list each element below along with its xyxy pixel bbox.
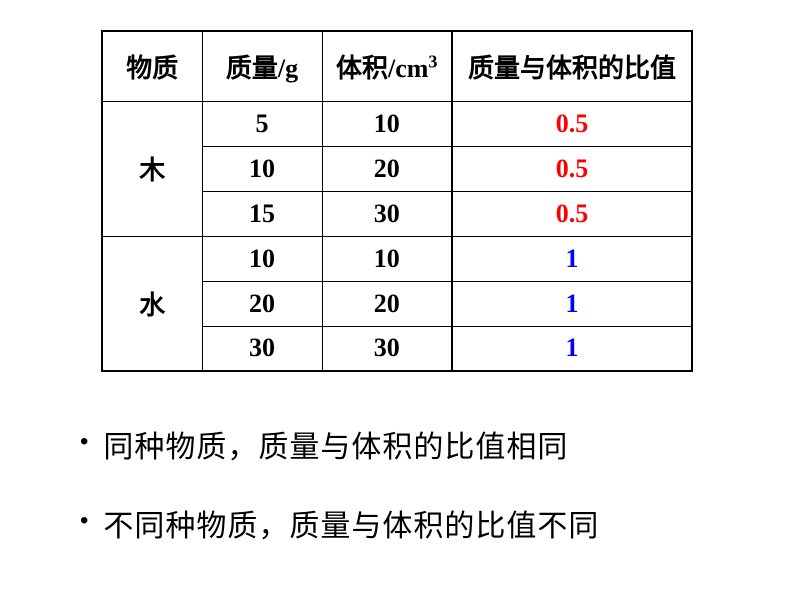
bullet-marker-icon: •: [80, 501, 88, 541]
table-header-row: 物质 质量/g 体积/cm3 质量与体积的比值: [102, 31, 692, 101]
header-mass: 质量/g: [202, 31, 322, 101]
cell-volume: 30: [322, 191, 452, 236]
cell-volume: 10: [322, 236, 452, 281]
cell-mass: 5: [202, 101, 322, 146]
material-water: 水: [102, 236, 202, 371]
cell-ratio: 0.5: [452, 191, 692, 236]
cell-volume: 10: [322, 101, 452, 146]
cell-mass: 15: [202, 191, 322, 236]
cell-ratio: 0.5: [452, 101, 692, 146]
cell-ratio: 1: [452, 281, 692, 326]
table-row: 木 5 10 0.5: [102, 101, 692, 146]
bullet-text: 不同种物质，质量与体积的比值不同: [103, 501, 599, 545]
bullet-item: • 同种物质，质量与体积的比值相同: [80, 422, 744, 466]
table-body: 木 5 10 0.5 10 20 0.5 15 30 0.5 水 10 10 1: [102, 101, 692, 371]
table-row: 水 10 10 1: [102, 236, 692, 281]
header-volume: 体积/cm3: [322, 31, 452, 101]
header-ratio: 质量与体积的比值: [452, 31, 692, 101]
cell-volume: 20: [322, 281, 452, 326]
bullet-text: 同种物质，质量与体积的比值相同: [103, 422, 568, 466]
cell-volume: 20: [322, 146, 452, 191]
cell-mass: 30: [202, 326, 322, 371]
cell-mass: 10: [202, 146, 322, 191]
material-wood: 木: [102, 101, 202, 236]
bullet-list: • 同种物质，质量与体积的比值相同 • 不同种物质，质量与体积的比值不同: [50, 412, 744, 545]
cell-ratio: 0.5: [452, 146, 692, 191]
bullet-marker-icon: •: [80, 422, 88, 462]
table-container: 物质 质量/g 体积/cm3 质量与体积的比值 木 5 10 0.5 10 20…: [50, 30, 744, 372]
header-material: 物质: [102, 31, 202, 101]
cell-ratio: 1: [452, 236, 692, 281]
cell-ratio: 1: [452, 326, 692, 371]
density-table: 物质 质量/g 体积/cm3 质量与体积的比值 木 5 10 0.5 10 20…: [101, 30, 693, 372]
cell-mass: 20: [202, 281, 322, 326]
bullet-item: • 不同种物质，质量与体积的比值不同: [80, 501, 744, 545]
cell-mass: 10: [202, 236, 322, 281]
cell-volume: 30: [322, 326, 452, 371]
